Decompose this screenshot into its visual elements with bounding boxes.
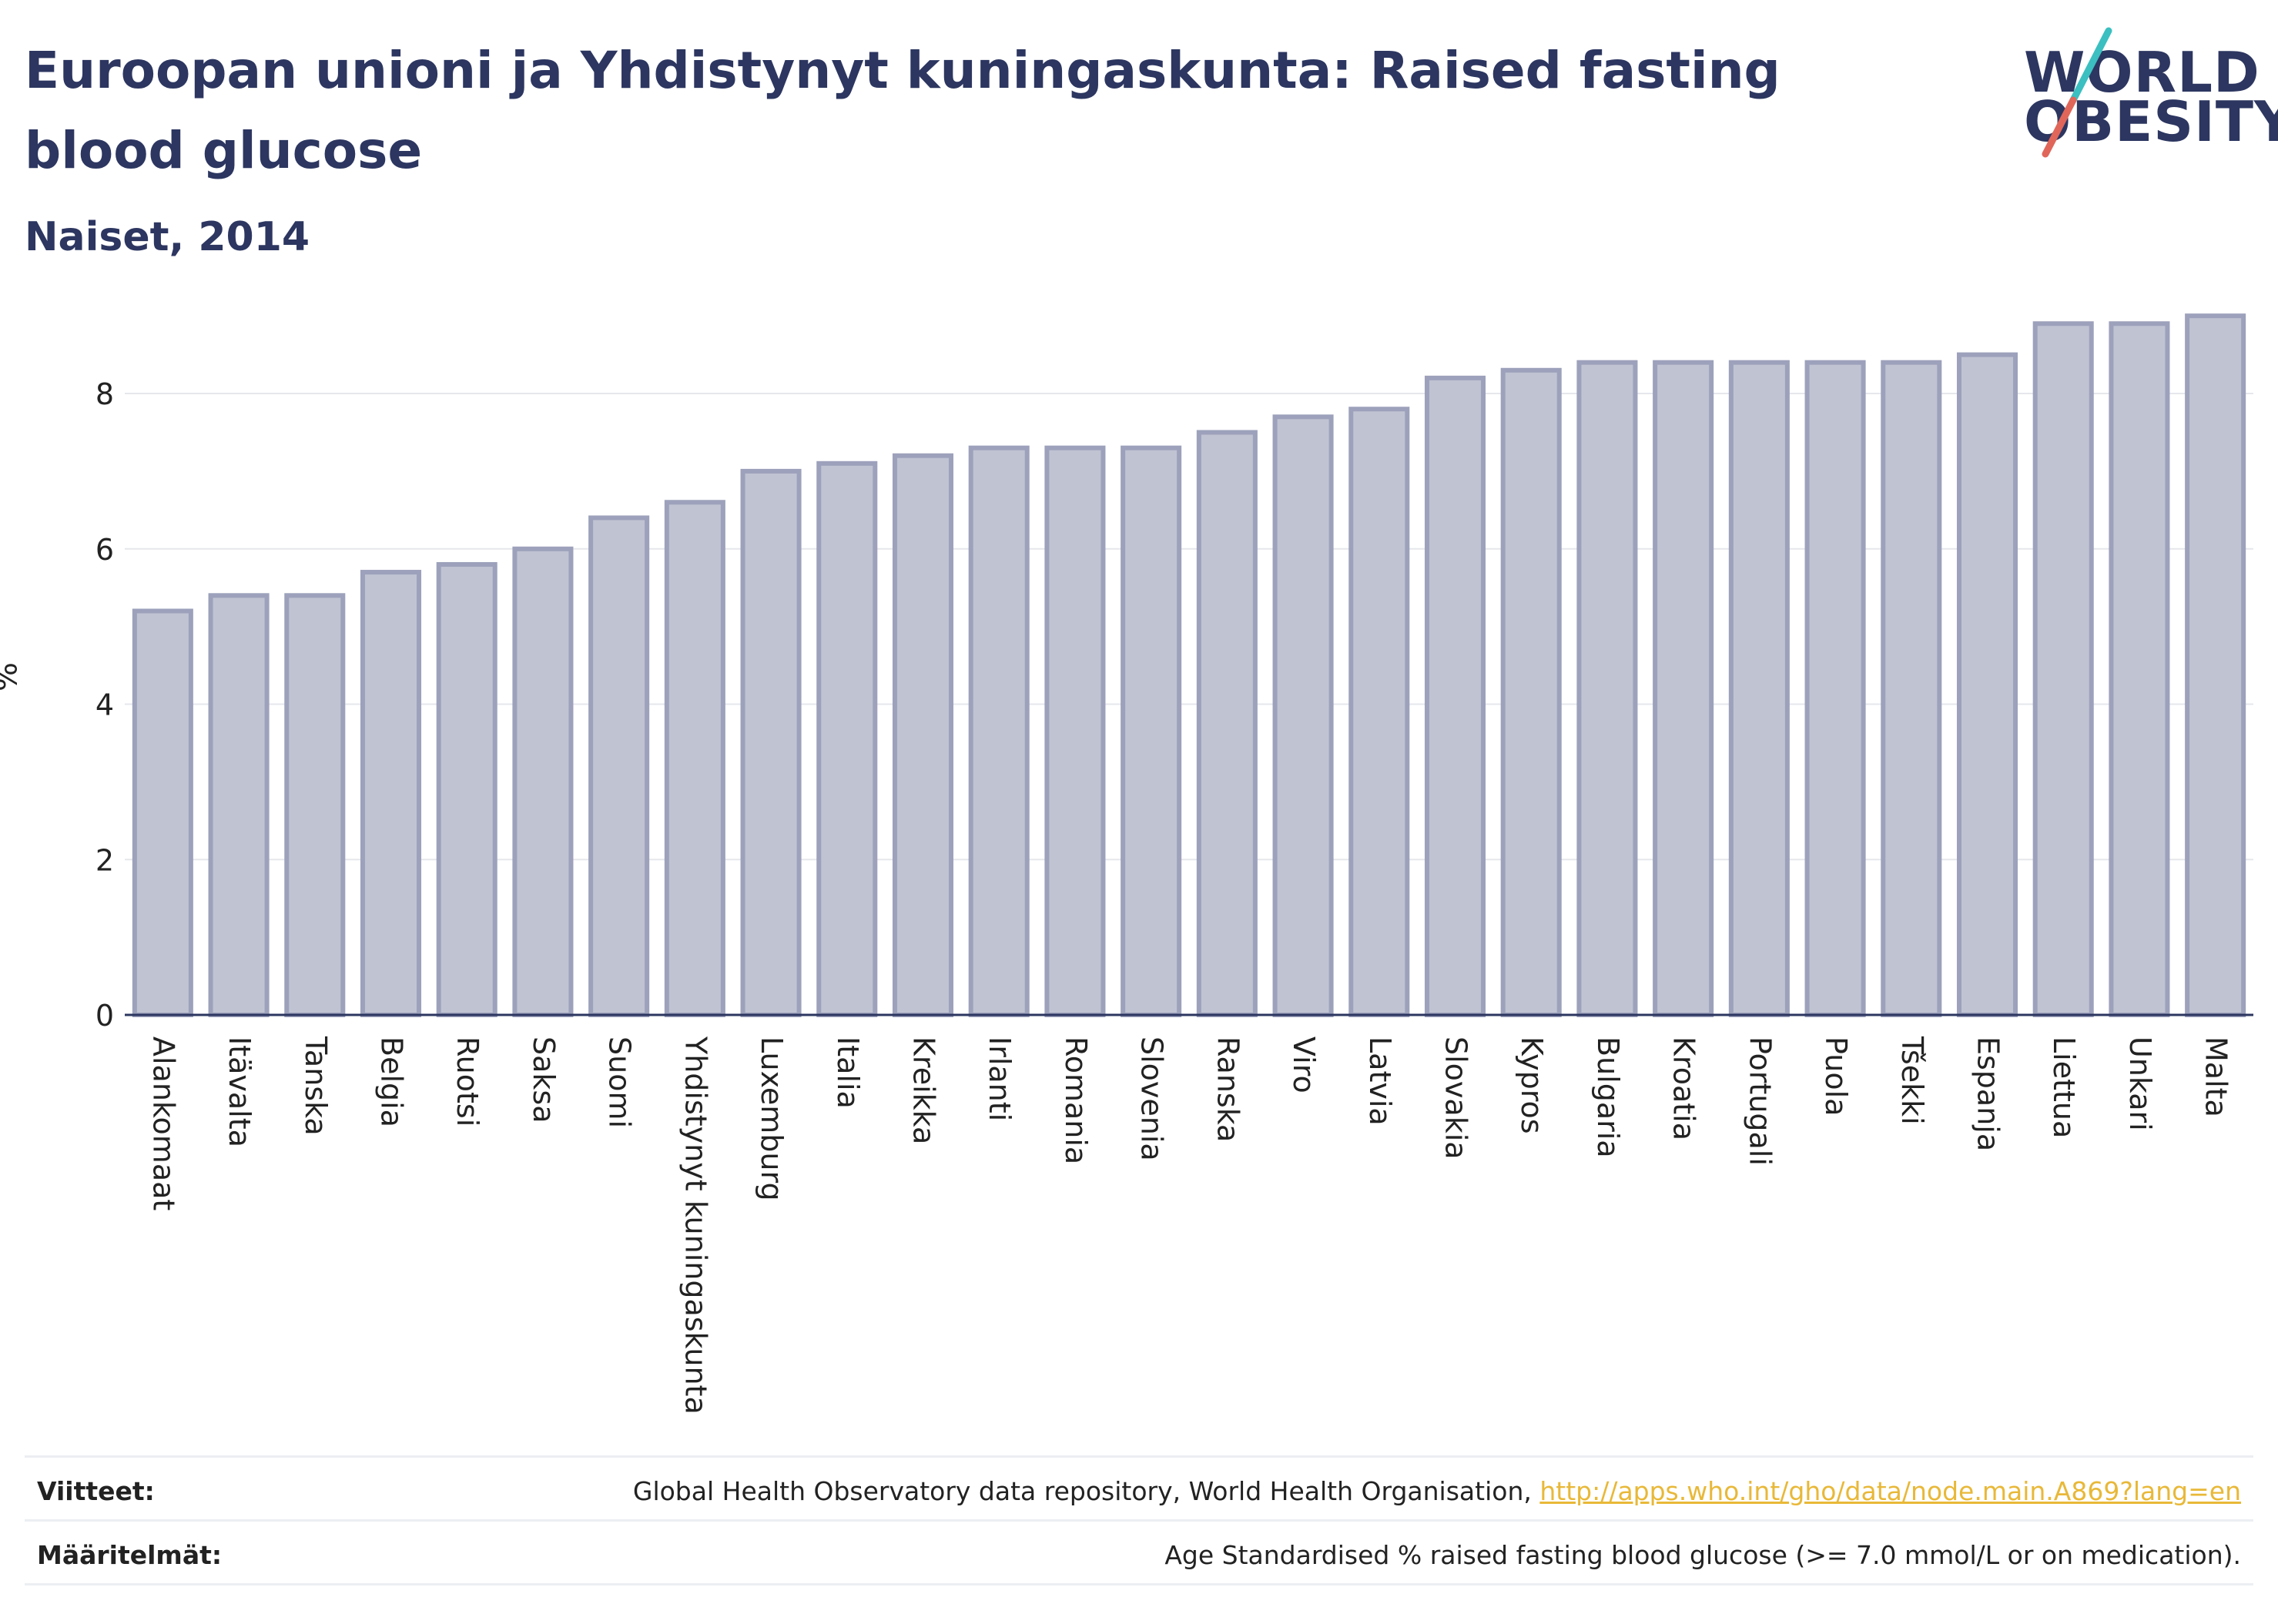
x-tick-label: Alankomaat (146, 1036, 180, 1210)
bar-belgia (360, 570, 422, 1017)
footer-divider (25, 1583, 2253, 1585)
sources-label: Viitteet: (37, 1476, 155, 1506)
x-tick-label: Viro (1287, 1036, 1321, 1093)
x-tick-label: Tanska (299, 1036, 333, 1136)
bar-suomi (588, 515, 650, 1017)
x-tick-label: Luxemburg (755, 1036, 789, 1201)
bar-itävalta (208, 593, 270, 1017)
y-tick-label: 8 (95, 377, 114, 411)
x-tick-label: Kypros (1515, 1036, 1549, 1134)
bar-liettua (2032, 321, 2094, 1017)
bar-ranska (1196, 430, 1258, 1017)
bar-chart: 0 2 4 6 8 Alankomaat Itävalta Tanska Belgia Ruots… (95, 313, 2253, 1415)
x-tick-label: Yhdistynyt kuningaskunta (678, 1036, 712, 1415)
logo-slash-icon (2042, 27, 2112, 158)
bar-yhdistynyt-kuningaskunta (664, 500, 725, 1017)
y-tick-label: 4 (95, 688, 114, 722)
x-tick-label: Puola (1819, 1036, 1853, 1116)
chart-title: Euroopan unioni ja Yhdistynyt kuningasku… (25, 41, 1781, 180)
bar-kroatia (1653, 360, 1714, 1017)
bar-puola (1804, 360, 1866, 1017)
x-tick-label: Slovakia (1439, 1036, 1473, 1160)
x-tick-label: Romania (1059, 1036, 1093, 1164)
bar-kypros (1500, 367, 1562, 1018)
bar-slovenia (1121, 445, 1182, 1017)
x-tick-label: Italia (831, 1036, 865, 1109)
x-tick-label: Malta (2199, 1036, 2233, 1117)
sources-link[interactable]: http://apps.who.int/gho/data/node.main.A… (1539, 1476, 2241, 1506)
x-tick-label: Unkari (2123, 1036, 2157, 1131)
logo-text-obesity: OBESITY (2024, 89, 2278, 154)
bar-malta (2185, 313, 2246, 1018)
bar-alankomaat (132, 608, 193, 1017)
x-tick-label: Suomi (603, 1036, 637, 1128)
bar-irlanti (968, 445, 1030, 1017)
bar-unkari (2109, 321, 2170, 1017)
bar-tšekki (1881, 360, 1942, 1017)
x-tick-label: Itävalta (223, 1036, 256, 1147)
x-tick-label: Espanja (1971, 1036, 2005, 1151)
x-tick-label: Ruotsi (451, 1036, 484, 1127)
bar-romania (1044, 445, 1106, 1017)
bar-latvia (1348, 407, 1410, 1017)
bar-luxemburg (740, 468, 802, 1017)
y-axis-label: % (0, 662, 22, 691)
sources-value: Global Health Observatory data repositor… (633, 1476, 2241, 1506)
bar-italia (816, 460, 878, 1017)
x-tick-label: Irlanti (983, 1036, 1017, 1121)
x-tick-label: Belgia (375, 1036, 409, 1127)
y-tick-label: 6 (95, 533, 114, 567)
bar-ruotsi (436, 561, 497, 1017)
logo-text-world: WORLD (2024, 40, 2260, 105)
x-tick-label: Saksa (527, 1036, 561, 1123)
x-tick-label: Portugali (1743, 1036, 1777, 1166)
x-tick-label: Ranska (1211, 1036, 1245, 1142)
x-tick-label: Slovenia (1135, 1036, 1169, 1161)
x-tick-label: Latvia (1363, 1036, 1397, 1126)
bar-viro (1272, 414, 1334, 1017)
bar-slovakia (1424, 375, 1486, 1017)
bar-portugali (1728, 360, 1790, 1017)
x-tick-label: Liettua (2047, 1036, 2081, 1138)
x-tick-label: Bulgaria (1591, 1036, 1625, 1158)
y-tick-label: 0 (95, 999, 114, 1033)
definitions-row: Määritelmät: Age Standardised % raised f… (25, 1519, 2253, 1585)
chart-subtitle: Naiset, 2014 (25, 214, 310, 260)
bar-tanska (284, 593, 346, 1017)
x-tick-label: Tšekki (1895, 1036, 1929, 1125)
definitions-text: Age Standardised % raised fasting blood … (1164, 1540, 2241, 1570)
bar-saksa (512, 546, 574, 1017)
sources-text: Global Health Observatory data repositor… (632, 1476, 1540, 1506)
x-tick-label: Kroatia (1667, 1036, 1701, 1140)
definitions-label: Määritelmät: (37, 1540, 223, 1570)
bar-bulgaria (1576, 360, 1638, 1017)
x-tick-label: Kreikka (907, 1036, 941, 1144)
bar-kreikka (892, 453, 954, 1017)
bar-espanja (1956, 352, 2018, 1017)
sources-row: Viitteet: Global Health Observatory data… (25, 1455, 2253, 1521)
y-tick-label: 2 (95, 843, 114, 877)
